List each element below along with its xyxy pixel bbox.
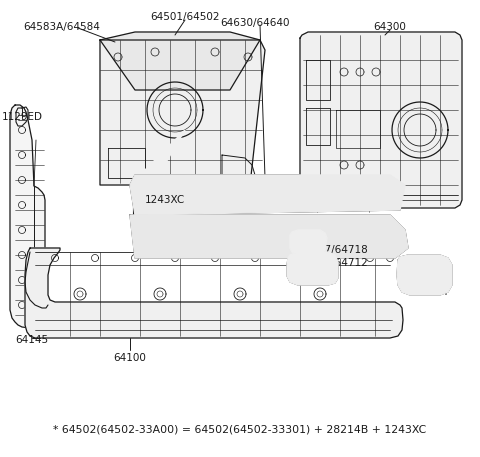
Polygon shape	[130, 130, 405, 215]
Polygon shape	[290, 230, 327, 255]
Text: 64711/64712: 64711/64712	[298, 258, 368, 268]
Text: 64743/: 64743/	[415, 275, 452, 285]
Text: 64717/64718: 64717/64718	[298, 245, 368, 255]
Text: 64100: 64100	[114, 353, 146, 363]
Text: 64300: 64300	[373, 22, 407, 32]
Polygon shape	[10, 105, 45, 328]
Text: 64630/64640: 64630/64640	[220, 18, 290, 28]
Text: 64744: 64744	[415, 287, 448, 297]
Polygon shape	[100, 32, 260, 90]
Text: 1129ED: 1129ED	[1, 112, 43, 122]
Polygon shape	[397, 255, 452, 295]
Text: 64501/64502: 64501/64502	[150, 12, 220, 22]
Text: 64583A/64584: 64583A/64584	[24, 22, 100, 32]
Text: 64145: 64145	[15, 335, 48, 345]
Polygon shape	[130, 175, 405, 215]
Polygon shape	[130, 215, 408, 258]
Polygon shape	[100, 40, 265, 185]
Polygon shape	[25, 248, 403, 338]
Polygon shape	[287, 252, 338, 285]
Polygon shape	[300, 32, 462, 208]
Text: 1243XC: 1243XC	[145, 195, 185, 205]
Text: * 64502(64502-33A00) = 64502(64502-33301) + 28214B + 1243XC: * 64502(64502-33A00) = 64502(64502-33301…	[53, 425, 427, 435]
